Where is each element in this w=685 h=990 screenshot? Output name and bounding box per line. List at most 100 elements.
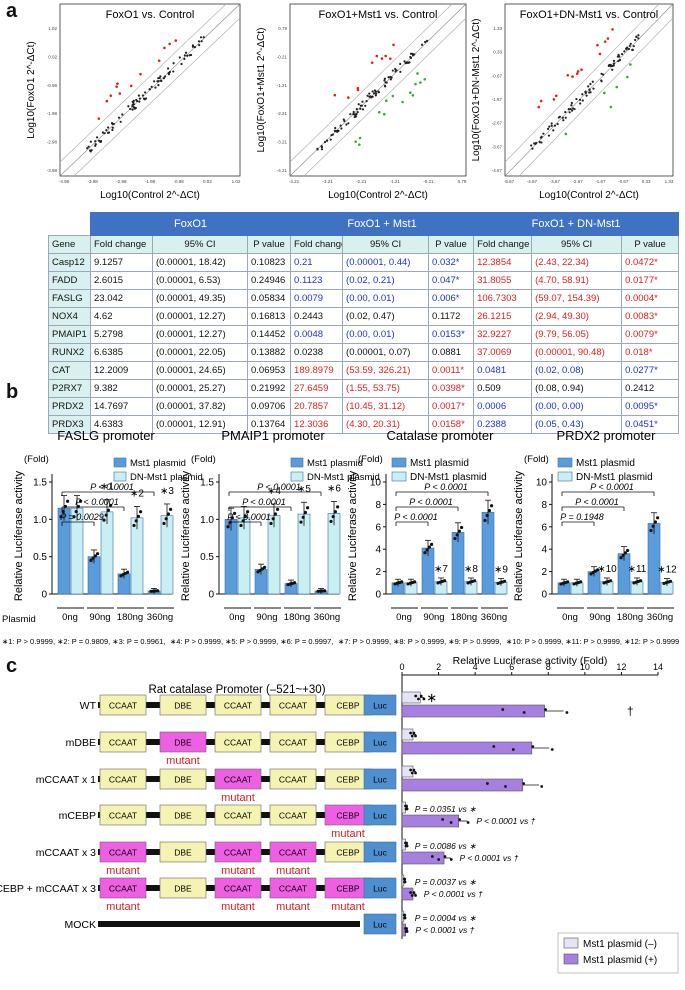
- bar-dn-mst1: [130, 517, 144, 595]
- data-point: [649, 528, 653, 533]
- scatter-point: [127, 105, 130, 108]
- scatter-point: [188, 54, 191, 57]
- promoter-bar-charts: FASLG promoter (Fold) 0 0.5 1.0 1.5 Relative L…: [2, 428, 679, 646]
- p-value-label: P = 0.0029: [60, 512, 103, 522]
- element-box-ccaat: [99, 841, 147, 863]
- scatter-point-up: [370, 61, 374, 64]
- scatter-point-up: [539, 99, 543, 103]
- fold-label: (Fold): [358, 454, 383, 465]
- table-row: PRDX2 14.7697 (0.00001, 37.82) 0.09706 20.78…: [48, 397, 680, 416]
- scatter-ytick: -2.67: [492, 121, 503, 126]
- scatter-title: FoxO1+DN-Mst1 vs. Control: [520, 9, 658, 21]
- element-label: CCAAT: [224, 811, 252, 821]
- scatter-point: [144, 91, 147, 94]
- bar-dn-mst1: [160, 515, 174, 595]
- bar-ylabel: Relative Luciferase activity: [13, 470, 25, 601]
- table-cell: 0.0451*: [621, 415, 680, 434]
- table-cell: (0.00001, 49.35): [152, 289, 248, 308]
- hbar-plus: [401, 704, 545, 718]
- mutant-label: mutant: [221, 792, 255, 804]
- scatter-point: [612, 59, 616, 62]
- threshold-line-upper: [518, 17, 674, 177]
- data-point: [579, 580, 583, 584]
- hbar-plus: [401, 741, 533, 755]
- panel-label-b: b: [6, 381, 19, 403]
- table-cell: 0.0177*: [621, 271, 680, 290]
- data-point: [106, 508, 110, 512]
- scatter-ylabel: Log10(FoxO1+Mst1 2^-ΔCt): [256, 27, 267, 152]
- hbar-point: [422, 697, 426, 701]
- scatter-point: [579, 102, 582, 105]
- data-point: [226, 525, 230, 529]
- scatter-point: [564, 116, 567, 119]
- scatter-point-up: [611, 28, 614, 31]
- table-cell: (9.79, 56.05): [531, 325, 623, 344]
- element-label: CEBP: [336, 848, 359, 858]
- hbar-point: [414, 894, 417, 897]
- scatter-point: [628, 44, 631, 47]
- scatter-point: [352, 110, 355, 114]
- footnote: ∗10: P > 0.9999, ∗11: P > 0.9999, ∗12: P…: [506, 637, 679, 646]
- scatter-point: [564, 110, 567, 114]
- data-point: [333, 510, 337, 514]
- scatter-point-down: [626, 75, 629, 79]
- scatter-point: [162, 77, 165, 80]
- hbar-point: [492, 745, 496, 748]
- bar-ylabel: Relative Luciferase activity: [180, 470, 192, 601]
- scatter-point: [584, 91, 587, 95]
- scatter-point-up: [603, 40, 607, 43]
- data-point: [63, 504, 67, 509]
- y-tick-label: 0: [541, 590, 547, 601]
- element-label: DBE: [174, 738, 192, 748]
- scatter-point-down: [423, 77, 427, 81]
- dn-star-label: ∗10: [597, 564, 617, 575]
- table-group-foxo1-dn-mst1: FoxO1 + DN-Mst1: [473, 212, 680, 236]
- dn-star-label: ∗11: [628, 564, 647, 575]
- element-box-ccaat: [99, 877, 147, 899]
- scatter-ytick: -2.98: [47, 140, 58, 145]
- data-point: [239, 523, 243, 528]
- table-cell: P2RX7: [48, 379, 91, 398]
- scatter-point: [607, 64, 610, 68]
- dose-label: 180ng: [284, 612, 310, 623]
- element-label: CCAAT: [109, 884, 137, 894]
- hbar-tick-label: 14: [653, 662, 663, 672]
- construct-label: mCEBP + mCCAAT x 3: [0, 883, 96, 895]
- table-cell: (0.00001, 22.05): [152, 343, 248, 362]
- scatter-point: [345, 123, 348, 126]
- scatter-point: [148, 88, 151, 91]
- hbar-title: Relative Luciferase activity (Fold): [453, 655, 608, 667]
- hbar-annotation: P < 0.0001 vs †: [415, 925, 474, 935]
- scatter-ytick: -1.98: [47, 111, 58, 116]
- data-point: [487, 509, 491, 513]
- table-cell: 0.0083*: [621, 307, 680, 326]
- element-label: DBE: [174, 701, 192, 711]
- scatter-point: [334, 126, 337, 130]
- scatter-ytick: 1.02: [48, 26, 57, 31]
- hbar-point: [410, 734, 414, 738]
- data-point: [134, 519, 138, 523]
- table-header-cell: 95% CI: [152, 235, 248, 254]
- scatter-xtick: -0.67: [618, 179, 629, 184]
- dn-star-label: ∗5: [297, 484, 311, 495]
- table-cell: FASLG: [48, 289, 91, 308]
- hbar-point: [409, 891, 412, 894]
- scatter-ytick: 0.79: [278, 26, 287, 31]
- data-point: [246, 510, 250, 514]
- scatter-xtick: -2.67: [572, 179, 583, 184]
- fold-label: (Fold): [191, 454, 216, 465]
- scatter-ytick: -1.67: [492, 97, 503, 102]
- data-point: [276, 507, 280, 511]
- scatter-point: [157, 77, 160, 80]
- scatter-ytick: -0.98: [47, 83, 58, 88]
- data-point: [301, 515, 305, 519]
- y-tick-label: 0.5: [33, 552, 47, 563]
- scatter-point: [178, 56, 181, 59]
- luc-label: Luc: [373, 848, 387, 858]
- scatter-xtick: -3.67: [550, 179, 561, 184]
- y-tick-label: 1.5: [200, 478, 214, 489]
- scatter-point: [111, 128, 114, 132]
- table-cell: 6.6385: [90, 343, 153, 362]
- footnote: ∗4: P > 0.9999, ∗5: P > 0.9999, ∗6: P = …: [170, 637, 333, 646]
- scatter-point: [368, 92, 371, 95]
